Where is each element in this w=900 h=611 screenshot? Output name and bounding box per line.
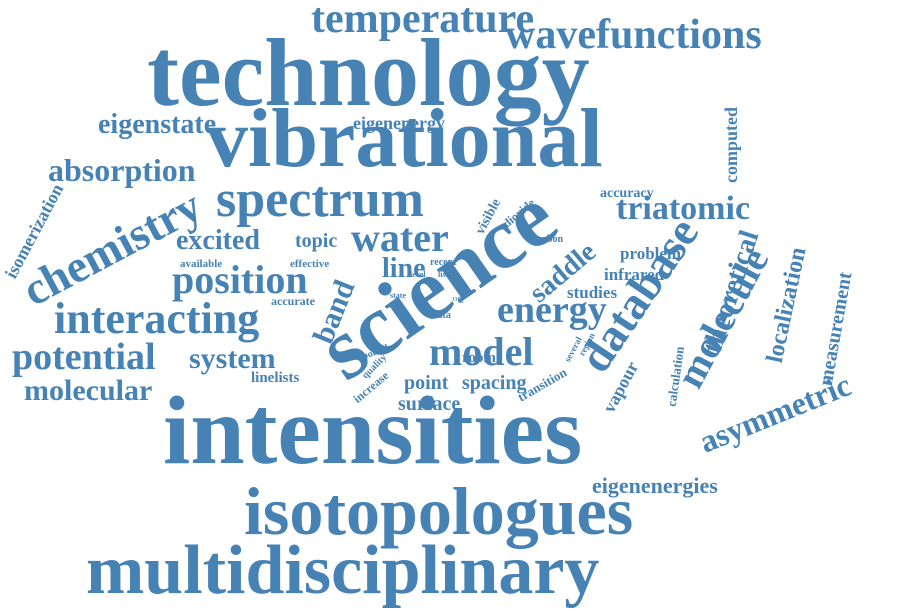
word-temperature: temperature — [311, 0, 535, 42]
word-infrared: infrared — [604, 265, 665, 284]
word-effective: effective — [290, 258, 330, 270]
word-absorption: absorption — [48, 152, 196, 188]
word-room: room — [462, 350, 496, 366]
word-c13: ¹³C — [452, 295, 464, 305]
word-surface: surface — [398, 393, 461, 415]
word-multidisciplinary: multidisciplinary — [86, 532, 600, 609]
word-molecular: molecular — [24, 374, 153, 407]
word-potential: potential — [12, 336, 156, 378]
word-technology: technology — [147, 19, 590, 126]
word-line: line — [382, 253, 426, 284]
word-problem: problem — [620, 244, 682, 263]
word-vibrational: vibrational — [206, 92, 603, 185]
word-available: available — [180, 258, 223, 270]
word-measurement: measurement — [814, 270, 857, 388]
word-interacting: interacting — [54, 294, 260, 343]
word-data: data — [432, 310, 451, 321]
word-linelists: linelists — [251, 370, 300, 386]
word-accurate: accurate — [271, 294, 315, 308]
word-calculation: calculation — [663, 345, 687, 408]
word-triatomic: triatomic — [616, 190, 751, 227]
word-carbon: carbon — [533, 234, 563, 245]
word-level: level — [410, 270, 426, 279]
word-list: list — [438, 270, 449, 279]
word-recent: recent — [430, 257, 457, 268]
word-model: model — [429, 329, 534, 374]
word-spectrum: spectrum — [216, 171, 424, 228]
word-eigenenergies: eigenenergies — [592, 473, 718, 498]
word-eigenstate: eigenstate — [98, 109, 217, 140]
word-spacing: spacing — [462, 372, 527, 394]
word-excited: excited — [176, 225, 260, 256]
word-energy: energy — [497, 289, 607, 331]
word-topic: topic — [295, 230, 338, 252]
word-computed: computed — [721, 107, 741, 183]
word-isotopologues: isotopologues — [244, 473, 634, 549]
word-water: water — [351, 215, 449, 260]
word-intensities: intensities — [163, 377, 583, 485]
word-studies: studies — [567, 283, 618, 302]
word-accuracy: accuracy — [600, 186, 654, 201]
word-state: state — [390, 291, 406, 300]
word-wavefunctions: wavefunctions — [505, 12, 762, 58]
word-system: system — [189, 342, 276, 375]
word-position: position — [172, 257, 308, 302]
word-eigenenergy: eigenenergy — [353, 113, 445, 133]
word-point: point — [404, 372, 449, 394]
